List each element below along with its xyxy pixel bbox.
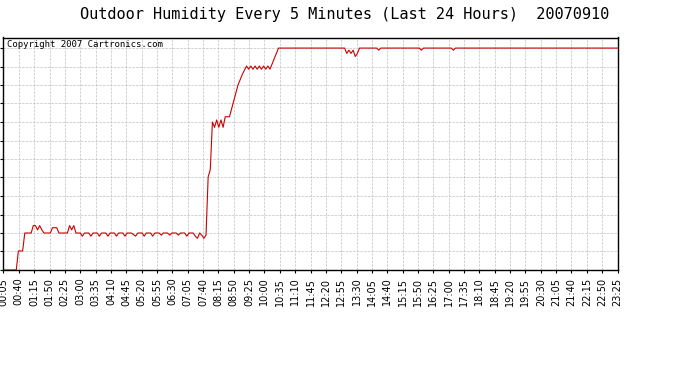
Text: Outdoor Humidity Every 5 Minutes (Last 24 Hours)  20070910: Outdoor Humidity Every 5 Minutes (Last 2… bbox=[80, 8, 610, 22]
Text: Copyright 2007 Cartronics.com: Copyright 2007 Cartronics.com bbox=[6, 40, 162, 49]
